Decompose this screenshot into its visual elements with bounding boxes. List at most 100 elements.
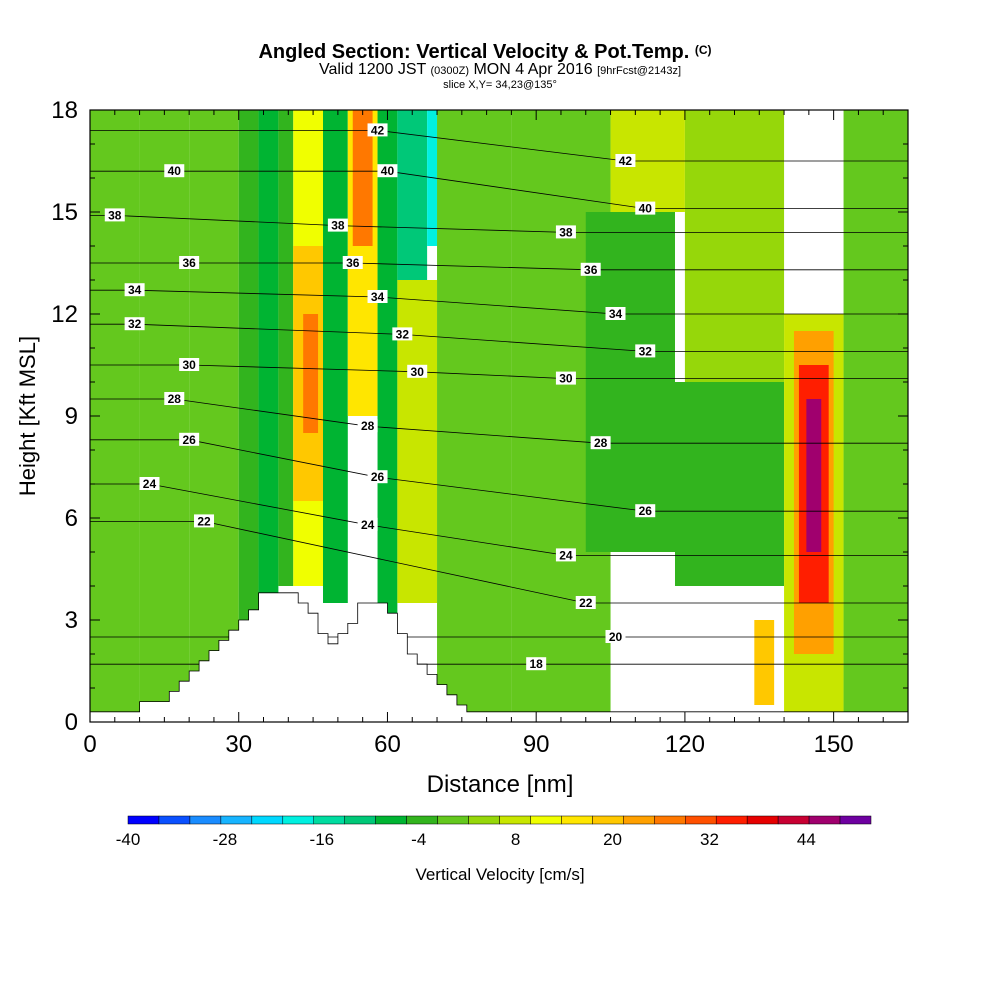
theta-contour-label: 36 <box>179 256 200 270</box>
colorbar-tick-label: -16 <box>310 830 335 849</box>
svg-text:38: 38 <box>108 208 122 222</box>
x-tick-label: 0 <box>83 731 96 758</box>
theta-contour-label: 32 <box>392 327 413 341</box>
svg-text:20: 20 <box>609 630 623 644</box>
theta-contour-label: 32 <box>635 344 656 358</box>
colorbar-swatch <box>592 815 624 825</box>
svg-text:22: 22 <box>579 596 593 610</box>
chart-subtitle-slice: slice X,Y= 34,23@135° <box>443 79 557 91</box>
svg-text:34: 34 <box>128 283 142 297</box>
x-tick-label: 120 <box>665 731 705 758</box>
colorbar-swatch <box>839 815 872 825</box>
velocity-cell <box>352 110 373 246</box>
theta-contour-label: 36 <box>342 256 363 270</box>
theta-contour-label: 28 <box>164 392 185 406</box>
velocity-cell <box>674 382 785 586</box>
colorbar-tick-label: -40 <box>116 830 141 849</box>
theta-contour-label: 34 <box>124 283 145 297</box>
plot-content: 42 40 40 42 40 38 38 38 36 36 36 34 34 34 32 32 32 30 30 30… <box>90 110 908 722</box>
x-tick-label: 150 <box>814 731 854 758</box>
theta-contour-label: 42 <box>367 123 388 137</box>
theta-contour-label: 38 <box>327 218 348 233</box>
y-tick-label: 9 <box>65 403 78 430</box>
x-axis-label: Distance [nm] <box>427 771 574 798</box>
svg-text:26: 26 <box>639 504 653 518</box>
x-tick-label: 90 <box>523 731 550 758</box>
velocity-cell <box>139 110 190 722</box>
theta-contour-label: 34 <box>367 290 388 304</box>
svg-text:28: 28 <box>168 392 182 406</box>
svg-text:34: 34 <box>371 290 385 304</box>
y-tick-label: 3 <box>65 607 78 634</box>
velocity-cell <box>806 399 822 552</box>
svg-text:30: 30 <box>182 358 196 372</box>
svg-text:38: 38 <box>559 225 573 239</box>
colorbar-swatch <box>685 815 717 825</box>
velocity-cell <box>397 110 428 280</box>
theta-contour-label: 18 <box>526 657 547 671</box>
theta-contour-line <box>90 130 908 162</box>
colorbar-swatch <box>715 815 748 825</box>
colorbar-tick-label: 44 <box>797 830 816 849</box>
velocity-cell <box>278 110 294 586</box>
svg-text:28: 28 <box>594 436 608 450</box>
theta-contour-label: 40 <box>164 164 185 178</box>
velocity-cell <box>754 620 775 705</box>
theta-contour-label: 38 <box>104 208 125 222</box>
colorbar-tick-label: -4 <box>411 830 426 849</box>
svg-text:24: 24 <box>361 518 375 532</box>
colorbar-swatch <box>313 815 345 825</box>
theta-contour-label: 28 <box>590 436 611 450</box>
y-tick-label: 0 <box>65 709 78 736</box>
theta-contour-label: 38 <box>555 225 576 239</box>
colorbar-swatch <box>746 815 779 825</box>
velocity-cell <box>843 110 908 722</box>
svg-text:42: 42 <box>371 123 385 137</box>
colorbar-swatch <box>777 815 810 825</box>
svg-text:38: 38 <box>331 219 345 233</box>
theta-contour-label: 26 <box>635 504 656 518</box>
theta-contour-label: 24 <box>139 477 160 491</box>
y-tick-label: 6 <box>65 505 78 532</box>
colorbar-swatch <box>282 815 314 825</box>
svg-text:24: 24 <box>143 477 157 491</box>
svg-text:32: 32 <box>128 317 142 331</box>
plot-area: 42 40 40 42 40 38 38 38 36 36 36 34 34 34 32 32 32 30 30 30… <box>90 110 908 722</box>
x-tick-label: 60 <box>374 731 401 758</box>
chart-subtitle: Valid 1200 JST (0300Z) MON 4 Apr 2016 [9… <box>319 61 681 78</box>
colorbar-swatch <box>654 815 686 825</box>
theta-contour-label: 28 <box>357 419 378 433</box>
svg-text:18: 18 <box>530 657 544 671</box>
svg-text:24: 24 <box>559 548 573 562</box>
svg-text:36: 36 <box>346 256 360 270</box>
colorbar-tick-label: 32 <box>700 830 719 849</box>
colorbar-swatch <box>623 815 655 825</box>
colorbar-tick-label: 20 <box>603 830 622 849</box>
colorbar-swatch <box>468 815 500 825</box>
svg-text:30: 30 <box>559 372 573 386</box>
chart-title: Angled Section: Vertical Velocity & Pot.… <box>258 41 711 63</box>
theta-contour-label: 30 <box>407 364 428 379</box>
svg-text:40: 40 <box>381 164 395 178</box>
y-tick-label: 15 <box>51 199 78 226</box>
theta-contour-label: 22 <box>194 514 215 528</box>
svg-text:34: 34 <box>609 307 623 321</box>
theta-contour-label: 32 <box>124 317 145 331</box>
theta-contour-label: 34 <box>605 307 626 321</box>
colorbar-tick-label: 8 <box>511 830 520 849</box>
svg-text:26: 26 <box>371 470 385 484</box>
colorbar-swatch <box>808 815 841 825</box>
colorbar-swatch <box>499 815 531 825</box>
theta-contour-label: 22 <box>575 596 596 610</box>
y-tick-label: 18 <box>51 97 78 124</box>
colorbar-swatch <box>561 815 593 825</box>
colorbar-swatch <box>375 815 407 825</box>
theta-contour-label: 36 <box>580 262 601 277</box>
svg-text:22: 22 <box>197 514 211 528</box>
svg-text:32: 32 <box>639 344 653 358</box>
x-tick-label: 30 <box>225 731 252 758</box>
svg-text:28: 28 <box>361 419 375 433</box>
svg-text:42: 42 <box>619 154 633 168</box>
